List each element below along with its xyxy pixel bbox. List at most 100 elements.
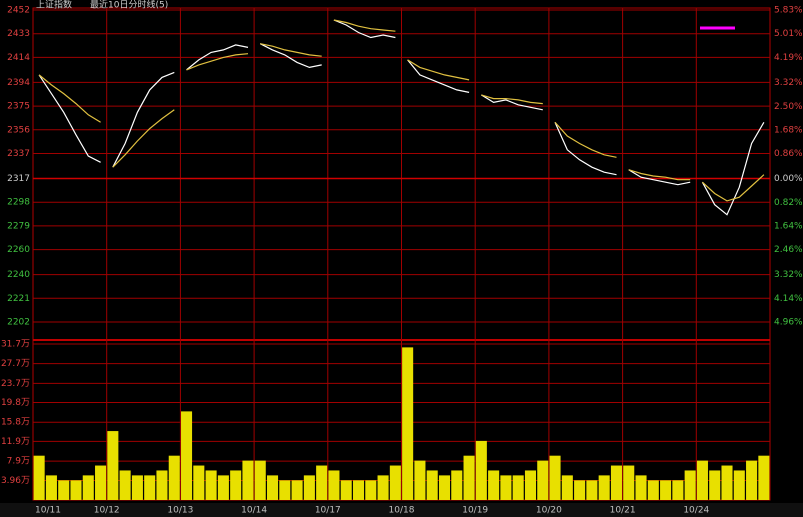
- series-line: [701, 121, 765, 216]
- series-line: [480, 94, 543, 111]
- x-tick-label: 10/19: [462, 506, 488, 516]
- y-tick-label: 2433: [7, 29, 30, 39]
- volume-bar: [279, 480, 291, 500]
- y-tick-label: 2240: [7, 270, 30, 280]
- y2-tick-label: 4.14%: [774, 294, 803, 304]
- volume-bar: [242, 460, 254, 500]
- volume-bar: [402, 347, 414, 500]
- chart-title: 上证指数: [36, 0, 72, 11]
- volume-bar: [647, 480, 659, 500]
- volume-bar: [303, 475, 315, 500]
- volume-bar: [426, 470, 438, 500]
- x-tick-label: 10/21: [610, 506, 636, 516]
- x-tick-label: 10/20: [536, 506, 562, 516]
- volume-bar: [672, 480, 684, 500]
- x-tick-label: 10/14: [241, 506, 267, 516]
- volume-bar: [365, 480, 377, 500]
- volume-bar: [586, 480, 598, 500]
- volume-bar: [181, 411, 193, 500]
- volume-bar: [451, 470, 463, 500]
- series-line: [186, 44, 249, 71]
- volume-bar: [291, 480, 303, 500]
- volume-bar: [144, 475, 156, 500]
- series-line: [407, 59, 470, 93]
- x-tick-label: 10/13: [167, 506, 193, 516]
- volume-bar: [95, 465, 107, 500]
- y2-tick-label: 2.46%: [774, 245, 803, 255]
- x-tick-label: 10/11: [35, 506, 61, 516]
- y-tick-label: 2260: [7, 245, 30, 255]
- volume-bar: [119, 470, 131, 500]
- series-line: [38, 74, 101, 123]
- volume-bar: [352, 480, 365, 500]
- series-line: [628, 169, 691, 186]
- y-tick-label: 2337: [7, 149, 30, 159]
- y2-tick-label: 4.19%: [774, 53, 803, 63]
- y-tick-label: 11.9万: [1, 437, 30, 447]
- y2-tick-label: 1.64%: [774, 222, 803, 232]
- y-tick-label: 15.8万: [1, 418, 30, 428]
- y2-tick-label: 3.32%: [774, 78, 803, 88]
- volume-bar: [696, 460, 708, 500]
- x-tick-label: 10/24: [683, 506, 709, 516]
- volume-bar: [266, 475, 279, 500]
- y-tick-label: 2221: [7, 294, 30, 304]
- volume-bar: [254, 460, 266, 500]
- series-line: [333, 19, 396, 39]
- series-line: [112, 109, 175, 168]
- volume-bar: [205, 470, 217, 500]
- y2-tick-label: 4.96%: [774, 318, 803, 328]
- volume-bar: [377, 475, 389, 500]
- volume-bar: [684, 470, 696, 500]
- volume-bar: [524, 470, 537, 500]
- y-tick-label: 2279: [7, 221, 30, 231]
- y-tick-label: 2375: [7, 102, 30, 112]
- series-line: [554, 122, 617, 176]
- volume-bar: [635, 475, 647, 500]
- x-axis-strip: [0, 503, 803, 517]
- volume-bar: [475, 440, 487, 500]
- series-line: [628, 169, 691, 181]
- volume-bar: [463, 455, 475, 500]
- volume-bar: [733, 470, 745, 500]
- volume-bar: [328, 470, 340, 500]
- volume-bar: [70, 480, 82, 500]
- volume-bar: [45, 475, 57, 500]
- volume-bar: [340, 480, 352, 500]
- volume-bar: [500, 475, 512, 500]
- series-line: [260, 43, 322, 57]
- volume-bar: [168, 455, 180, 500]
- y2-tick-label: 0.00%: [774, 174, 803, 184]
- series-line: [259, 43, 322, 69]
- volume-bar: [574, 480, 586, 500]
- volume-bar: [230, 470, 242, 500]
- volume-bar: [217, 475, 229, 500]
- series-line: [554, 121, 617, 158]
- y2-tick-label: 0.82%: [774, 198, 803, 208]
- series-line: [112, 71, 175, 168]
- y2-tick-label: 5.83%: [774, 6, 803, 16]
- y2-tick-label: 2.50%: [774, 102, 803, 112]
- y-tick-label: 3.96万: [1, 476, 30, 486]
- y-tick-label: 23.7万: [1, 379, 30, 389]
- chart-subtitle: 最近10日分时线(5): [90, 0, 168, 11]
- volume-bar: [623, 465, 635, 500]
- y2-tick-label: 1.68%: [774, 126, 803, 136]
- volume-bar: [438, 475, 451, 500]
- volume-bar: [58, 480, 70, 500]
- series-line: [333, 19, 396, 32]
- series-line: [38, 74, 101, 163]
- y-tick-label: 2298: [7, 198, 30, 208]
- y-tick-label: 2394: [7, 78, 30, 88]
- series-line: [186, 53, 249, 71]
- volume-bar: [721, 465, 733, 500]
- y-tick-label: 2356: [7, 125, 30, 135]
- x-tick-label: 10/17: [315, 506, 341, 516]
- volume-bar: [82, 475, 94, 500]
- volume-bar: [156, 470, 168, 500]
- y-tick-label: 2414: [7, 53, 30, 63]
- y-tick-label: 2452: [7, 6, 30, 16]
- volume-bar: [758, 455, 770, 500]
